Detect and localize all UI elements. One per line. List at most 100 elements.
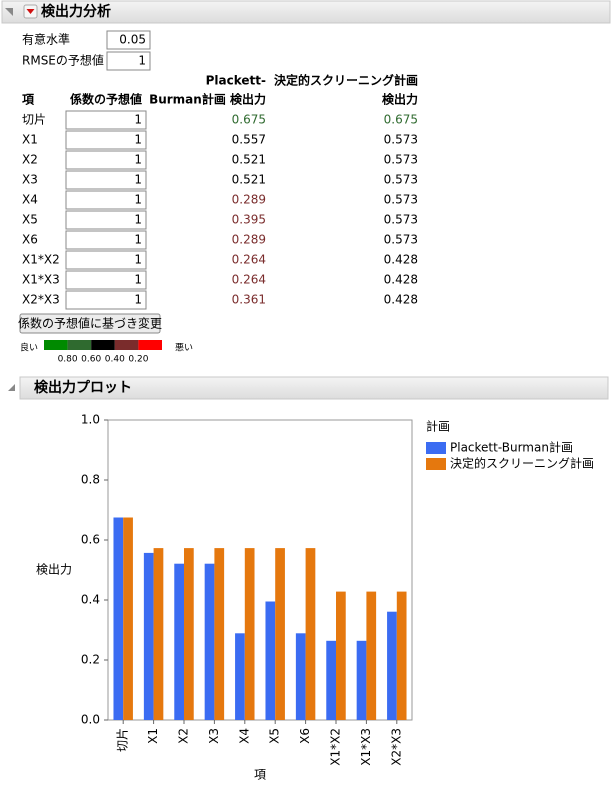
- bar: [174, 563, 184, 720]
- coefficient-value: 1: [134, 133, 142, 147]
- menu-icon: [26, 9, 35, 14]
- legend-label: Plackett-Burman計画: [450, 440, 573, 455]
- power-plot: 0.0 0.2 0.4 0.6 0.8 1.0 切片 X1 X2 X3 X4 X5 X6 X1*X2 X1*…: [36, 413, 594, 782]
- pb-power: 0.675: [232, 113, 266, 127]
- coefficient-input[interactable]: [65, 270, 147, 290]
- legend-swatch: [426, 442, 446, 454]
- rmse-label: RMSEの予想値: [22, 53, 104, 68]
- x-tick-label: X2*X3: [389, 728, 403, 766]
- term-label: X1*X2: [22, 253, 60, 267]
- dsd-power: 0.573: [384, 173, 418, 187]
- y-tick-label: 0.6: [81, 533, 100, 547]
- bar: [265, 601, 276, 720]
- disclosure-icon[interactable]: [8, 384, 15, 391]
- coefficient-input[interactable]: [65, 210, 147, 230]
- y-tick-label: 0.8: [81, 473, 100, 487]
- x-tick-label: X2: [177, 728, 191, 744]
- bar: [326, 640, 336, 720]
- column-header: 項: [22, 93, 35, 107]
- good-label: 良い: [20, 342, 38, 354]
- dsd-power: 0.573: [384, 233, 418, 247]
- pb-power: 0.289: [232, 233, 266, 247]
- legend-title: 計画: [426, 419, 450, 434]
- dsd-power: 0.573: [384, 133, 418, 147]
- pb-power: 0.557: [232, 133, 266, 147]
- x-axis-label: 項: [254, 768, 266, 782]
- report-title: 検出力分析: [41, 3, 111, 20]
- disclosure-icon[interactable]: [5, 8, 13, 16]
- bar: [336, 591, 346, 720]
- alpha-label: 有意水準: [22, 32, 70, 47]
- term-label: X1: [22, 133, 38, 147]
- pb-power: 0.521: [232, 153, 266, 167]
- term-label: 切片: [22, 113, 46, 127]
- y-tick-label: 0.2: [81, 653, 100, 667]
- bar: [214, 548, 225, 720]
- update-button[interactable]: [19, 313, 161, 334]
- coefficient-input[interactable]: [65, 130, 147, 150]
- pb-power: 0.521: [232, 173, 266, 187]
- term-label: X2: [22, 153, 38, 167]
- bad-label: 悪い: [175, 343, 193, 354]
- alpha-input[interactable]: [106, 30, 151, 50]
- column-header: 係数の予想値: [70, 92, 142, 107]
- x-tick-label: X4: [237, 728, 251, 744]
- plot-header-bar: [19, 376, 609, 400]
- plot-title: 検出力プロット: [34, 379, 132, 396]
- coefficient-input[interactable]: [65, 230, 147, 250]
- scale-tick-label: 0.60: [81, 355, 101, 365]
- column-header: 決定的スクリーニング計画: [274, 73, 418, 88]
- bar: [396, 591, 407, 720]
- dsd-power: 0.428: [384, 253, 418, 267]
- term-label: X2*X3: [22, 293, 60, 307]
- bar: [356, 640, 367, 720]
- bar: [275, 548, 285, 720]
- scale-segment: [67, 340, 92, 350]
- dsd-power: 0.573: [384, 153, 418, 167]
- term-label: X1*X3: [22, 273, 60, 287]
- coefficient-value: 1: [134, 253, 142, 267]
- scale-segment: [138, 340, 162, 350]
- coefficient-value: 1: [134, 273, 142, 287]
- bar: [113, 517, 124, 720]
- column-header: Burman計画 検出力: [149, 92, 266, 107]
- alpha-value: 0.05: [119, 33, 146, 47]
- bar: [184, 548, 194, 720]
- coefficient-input[interactable]: [65, 150, 147, 170]
- rmse-input[interactable]: [106, 51, 151, 71]
- legend-label: 決定的スクリーニング計画: [450, 456, 594, 471]
- scale-segment: [114, 340, 139, 350]
- scale-segment: [91, 340, 115, 350]
- x-tick-label: 切片: [116, 728, 130, 752]
- coefficient-value: 1: [134, 213, 142, 227]
- column-header: Plackett-: [206, 74, 266, 88]
- coefficient-value: 1: [134, 293, 142, 307]
- coefficient-input[interactable]: [65, 190, 147, 210]
- coefficient-value: 1: [134, 193, 142, 207]
- term-label: X4: [22, 193, 38, 207]
- coefficient-value: 1: [134, 113, 142, 127]
- coefficient-input[interactable]: [65, 110, 147, 130]
- coefficient-input[interactable]: [65, 170, 147, 190]
- coefficient-input[interactable]: [65, 290, 147, 310]
- x-tick-label: X5: [268, 728, 282, 744]
- rmse-value: 1: [138, 54, 146, 68]
- bar: [305, 548, 316, 720]
- pb-power: 0.361: [232, 293, 266, 307]
- bar: [153, 548, 164, 720]
- y-tick-label: 1.0: [81, 413, 100, 427]
- coefficient-value: 1: [134, 233, 142, 247]
- header-bar: [1, 0, 611, 24]
- column-header: 検出力: [382, 92, 418, 107]
- term-label: X6: [22, 233, 38, 247]
- x-tick-label: X1*X3: [359, 728, 373, 766]
- y-tick-label: 0.0: [81, 713, 100, 727]
- coefficient-input[interactable]: [65, 250, 147, 270]
- color-scale: 0.80 0.60 0.40 0.20: [44, 340, 162, 365]
- pb-power: 0.264: [232, 273, 266, 287]
- bar: [143, 552, 154, 720]
- bar: [204, 563, 215, 720]
- pb-power: 0.395: [232, 213, 266, 227]
- dsd-power: 0.675: [384, 113, 418, 127]
